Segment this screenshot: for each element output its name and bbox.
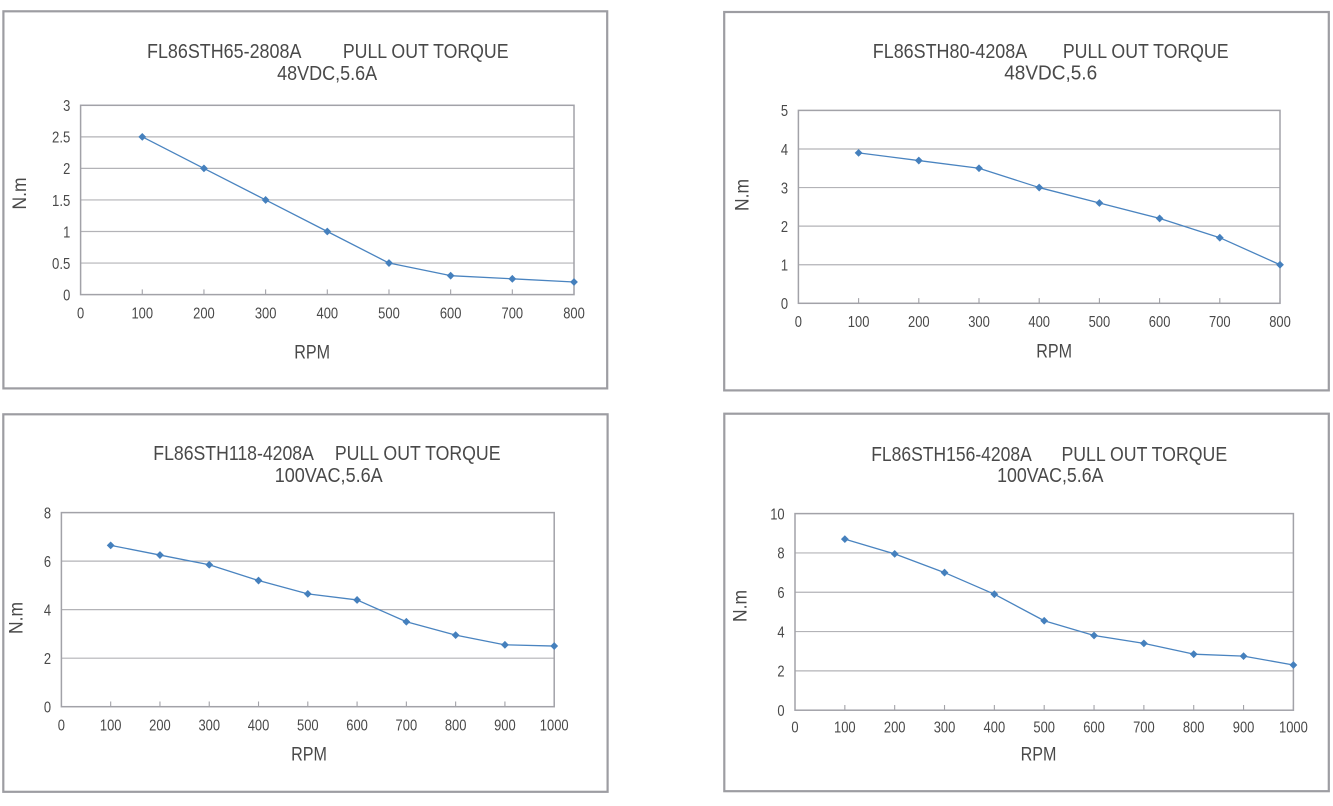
svg-text:400: 400 [317,305,339,322]
svg-text:1000: 1000 [1279,720,1308,737]
svg-text:RPM: RPM [294,343,330,364]
svg-text:PULL OUT TORQUE: PULL OUT TORQUE [1063,41,1229,63]
svg-text:1000: 1000 [540,718,569,735]
svg-text:48VDC,5.6: 48VDC,5.6 [1004,63,1097,85]
svg-text:3: 3 [781,180,788,197]
svg-text:100VAC,5.6A: 100VAC,5.6A [275,465,384,487]
svg-text:N.m: N.m [10,178,31,210]
svg-text:300: 300 [198,718,220,735]
svg-text:RPM: RPM [1021,744,1057,765]
svg-text:6: 6 [777,585,784,602]
svg-text:700: 700 [1209,314,1231,331]
svg-text:FL86STH156-4208A: FL86STH156-4208A [871,444,1032,466]
svg-text:2: 2 [63,161,70,178]
svg-text:4: 4 [44,602,51,619]
svg-text:800: 800 [1183,720,1205,737]
svg-text:0.5: 0.5 [52,256,70,273]
svg-text:PULL OUT TORQUE: PULL OUT TORQUE [343,41,509,63]
svg-text:800: 800 [1269,314,1291,331]
svg-text:0: 0 [781,296,788,313]
svg-text:700: 700 [502,305,524,322]
svg-text:FL86STH80-4208A: FL86STH80-4208A [873,41,1028,63]
svg-text:0: 0 [77,305,84,322]
svg-text:6: 6 [44,554,51,571]
svg-text:8: 8 [777,546,784,563]
svg-text:200: 200 [193,305,215,322]
svg-text:2: 2 [777,664,784,681]
svg-text:0: 0 [63,287,70,304]
svg-text:0: 0 [44,700,51,717]
svg-text:600: 600 [440,305,462,322]
svg-text:PULL OUT TORQUE: PULL OUT TORQUE [335,443,501,465]
svg-text:1: 1 [781,258,788,275]
svg-text:2: 2 [44,651,51,668]
svg-text:10: 10 [770,506,784,523]
svg-text:1: 1 [63,224,70,241]
svg-text:PULL OUT TORQUE: PULL OUT TORQUE [1061,444,1227,466]
svg-text:100VAC,5.6A: 100VAC,5.6A [997,465,1104,487]
svg-text:500: 500 [297,718,319,735]
svg-text:600: 600 [346,718,368,735]
svg-text:500: 500 [378,305,400,322]
svg-text:RPM: RPM [291,744,327,765]
svg-text:4: 4 [781,142,788,159]
svg-text:100: 100 [834,720,856,737]
svg-text:500: 500 [1089,314,1111,331]
svg-text:300: 300 [934,720,956,737]
svg-text:800: 800 [563,305,585,322]
svg-text:800: 800 [445,718,467,735]
svg-text:0: 0 [795,314,802,331]
svg-text:8: 8 [44,505,51,522]
svg-text:900: 900 [1233,720,1255,737]
svg-text:3: 3 [63,98,70,115]
svg-text:FL86STH118-4208A: FL86STH118-4208A [153,443,314,465]
svg-text:200: 200 [149,718,171,735]
svg-text:700: 700 [396,718,418,735]
svg-text:100: 100 [100,718,122,735]
svg-text:RPM: RPM [1036,342,1072,363]
svg-text:900: 900 [494,718,516,735]
svg-text:2: 2 [781,219,788,236]
svg-text:500: 500 [1033,720,1055,737]
svg-text:600: 600 [1083,720,1105,737]
svg-text:FL86STH65-2808A: FL86STH65-2808A [147,41,302,63]
svg-text:100: 100 [131,305,153,322]
svg-text:1.5: 1.5 [52,193,70,210]
svg-text:48VDC,5.6A: 48VDC,5.6A [277,63,378,85]
svg-text:5: 5 [781,103,788,120]
svg-text:4: 4 [777,624,784,641]
svg-text:2.5: 2.5 [52,130,70,147]
svg-text:300: 300 [255,305,277,322]
svg-text:200: 200 [908,314,930,331]
svg-text:300: 300 [968,314,990,331]
svg-text:N.m: N.m [7,602,28,634]
svg-text:400: 400 [984,720,1006,737]
svg-text:200: 200 [884,720,906,737]
svg-text:0: 0 [791,720,798,737]
svg-text:0: 0 [58,718,65,735]
svg-text:400: 400 [1028,314,1050,331]
svg-text:600: 600 [1149,314,1171,331]
svg-text:700: 700 [1133,720,1155,737]
svg-text:N.m: N.m [731,590,752,622]
svg-text:100: 100 [848,314,870,331]
svg-text:400: 400 [248,718,270,735]
svg-text:N.m: N.m [733,179,754,211]
svg-text:0: 0 [777,703,784,720]
